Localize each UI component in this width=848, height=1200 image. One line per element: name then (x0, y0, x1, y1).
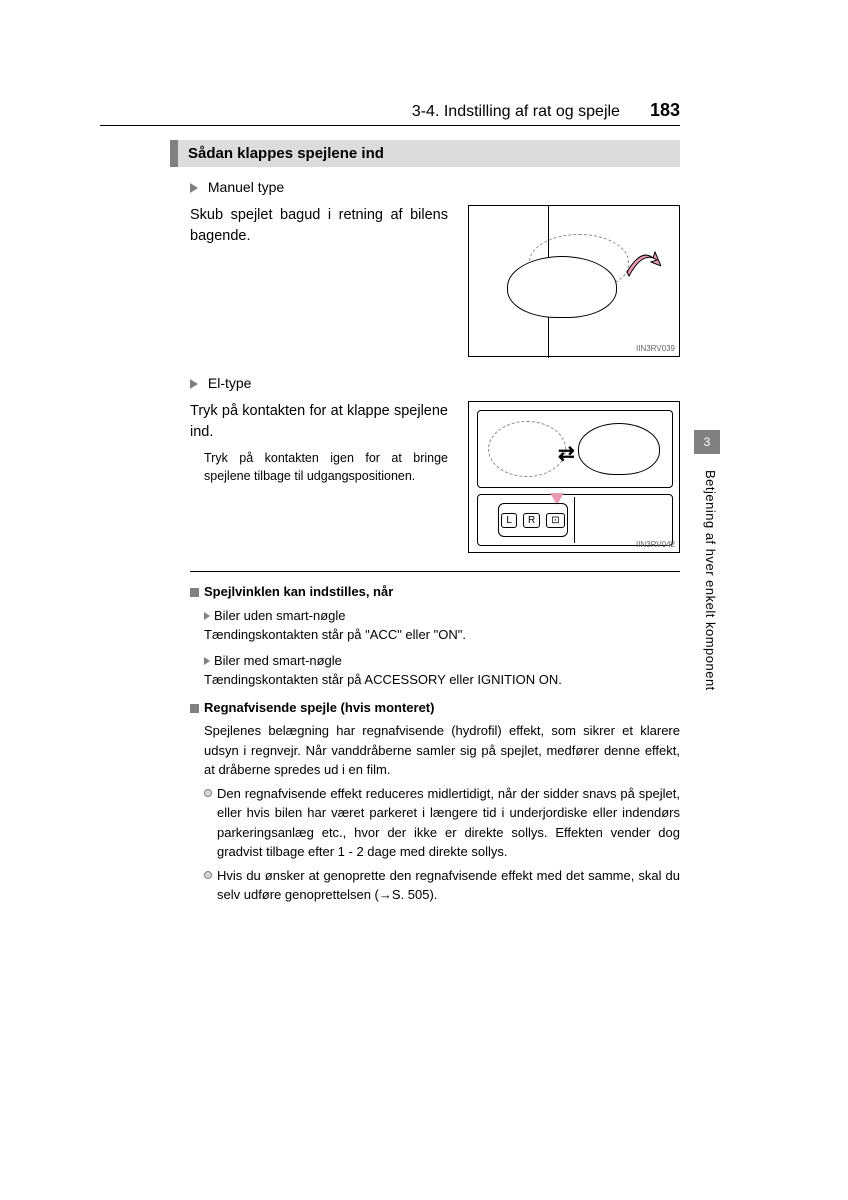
triangle-icon (204, 657, 210, 665)
manual-text: Skub spejlet bagud i retning af bilens b… (190, 205, 448, 357)
page-header: 3-4. Indstilling af rat og spejle 183 (100, 100, 680, 126)
info-row-1-body: Tændingskontakten står på "ACC" eller "O… (204, 625, 680, 645)
breadcrumb: 3-4. Indstilling af rat og spejle (412, 103, 620, 121)
figure-manual-mirror: IIN3RV039 (468, 205, 680, 357)
manual-subhead: Manuel type (190, 179, 680, 195)
info-heading-2: Regnafvisende spejle (hvis monteret) (190, 698, 680, 718)
triangle-icon (190, 183, 198, 193)
square-bullet-icon (190, 704, 199, 713)
info-row-1: Biler uden smart-nøgle (204, 606, 680, 626)
electric-type-block: El-type (190, 375, 680, 391)
manual-row: Skub spejlet bagud i retning af bilens b… (190, 205, 680, 357)
swap-icon: ⇄ (558, 441, 575, 466)
electric-row: Tryk på kontakten for at klappe spejlene… (190, 401, 680, 553)
figure-label: IIN3RV039 (636, 344, 675, 353)
circle-bullet-icon (204, 789, 212, 797)
electric-text: Tryk på kontakten for at klappe spejlene… (190, 401, 448, 553)
switch-fold: ⊡ (546, 513, 564, 528)
info-row-2: Biler med smart-nøgle (204, 651, 680, 671)
section-heading: Sådan klappes spejlene ind (170, 140, 680, 167)
info-bullet-1: Den regnafvisende effekt reduceres midle… (204, 784, 680, 862)
figure-electric-mirror: ⇄ L R ⊡ IIN3RV042 (468, 401, 680, 553)
fold-arrow-icon (625, 246, 661, 282)
switch-right: R (523, 513, 540, 528)
figure-label: IIN3RV042 (636, 540, 675, 549)
square-bullet-icon (190, 588, 199, 597)
triangle-icon (190, 379, 198, 389)
switch-left: L (501, 513, 517, 528)
electric-body: Tryk på kontakten for at klappe spejlene… (190, 403, 448, 440)
triangle-icon (204, 612, 210, 620)
chapter-tab: 3 (694, 430, 720, 454)
circle-bullet-icon (204, 871, 212, 879)
electric-note: Tryk på kontakten igen for at bringe spe… (204, 449, 448, 485)
info-bullet-2: Hvis du ønsker at genoprette den regnafv… (204, 866, 680, 905)
manual-subhead-label: Manuel type (208, 179, 284, 195)
electric-subhead-label: El-type (208, 375, 252, 391)
info-heading-1: Spejlvinklen kan indstilles, når (190, 582, 680, 602)
electric-subhead: El-type (190, 375, 680, 391)
page-number: 183 (650, 100, 680, 121)
manual-body: Skub spejlet bagud i retning af bilens b… (190, 207, 448, 244)
chapter-title-vertical: Betjening af hver enkelt komponent (703, 470, 718, 691)
info-paragraph: Spejlenes belægning har regnafvisende (h… (204, 721, 680, 780)
manual-type-block: Manuel type (190, 179, 680, 195)
info-section: Spejlvinklen kan indstilles, når Biler u… (190, 582, 680, 905)
page-content: 3-4. Indstilling af rat og spejle 183 Så… (100, 100, 680, 905)
mirror-switch: L R ⊡ (498, 503, 568, 537)
divider (190, 571, 680, 572)
info-row-2-body: Tændingskontakten står på ACCESSORY elle… (204, 670, 680, 690)
